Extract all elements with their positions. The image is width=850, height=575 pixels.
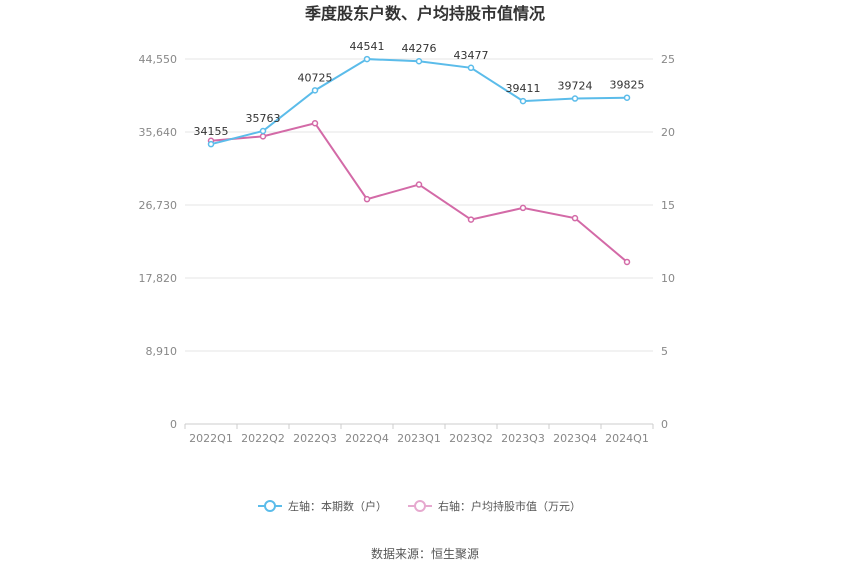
legend-item-market-value[interactable]: 右轴：户均持股市值（万元） — [408, 499, 581, 513]
data-point[interactable] — [207, 140, 215, 148]
x-tick-label: 2022Q2 — [241, 432, 285, 445]
data-label: 39825 — [610, 79, 645, 92]
right-tick-label: 15 — [661, 199, 675, 212]
x-tick-label: 2023Q3 — [501, 432, 545, 445]
data-point[interactable] — [519, 204, 527, 212]
right-axis-ticks: 0 5 10 15 20 25 — [661, 53, 675, 431]
x-tick-label: 2023Q4 — [553, 432, 597, 445]
legend-label-households: 左轴：本期数（户） — [288, 499, 387, 513]
left-tick-label: 35,640 — [139, 126, 178, 139]
legend[interactable]: 左轴：本期数（户） 右轴：户均持股市值（万元） — [258, 499, 581, 513]
right-tick-label: 10 — [661, 272, 675, 285]
series-line-market-value — [210, 122, 628, 263]
data-point[interactable] — [311, 119, 319, 127]
left-tick-label: 8,910 — [146, 345, 178, 358]
data-point[interactable] — [363, 195, 371, 203]
data-label: 34155 — [194, 125, 229, 138]
series-layer — [207, 55, 631, 266]
x-tick-label: 2022Q3 — [293, 432, 337, 445]
x-axis-ticks: 2022Q1 2022Q2 2022Q3 2022Q4 2023Q1 2023Q2 2023… — [184, 424, 654, 445]
data-label: 44276 — [402, 42, 437, 55]
data-point[interactable] — [415, 57, 423, 65]
data-point[interactable] — [467, 216, 475, 223]
legend-marker-market-value — [414, 500, 426, 512]
series-line-households — [210, 58, 628, 146]
data-labels: 34155 35763 40725 44541 44276 43477 39411 39724… — [194, 40, 645, 138]
data-point[interactable] — [259, 127, 267, 135]
data-label: 44541 — [350, 40, 385, 53]
x-tick-label: 2023Q1 — [397, 432, 441, 445]
data-point[interactable] — [259, 133, 267, 140]
data-label: 40725 — [298, 71, 333, 84]
x-tick-label: 2024Q1 — [605, 432, 649, 445]
data-point[interactable] — [623, 94, 631, 101]
right-tick-label: 20 — [661, 126, 675, 139]
data-point[interactable] — [311, 87, 319, 94]
x-tick-label: 2022Q4 — [345, 432, 389, 445]
data-point[interactable] — [623, 258, 631, 266]
left-tick-label: 17,820 — [139, 272, 178, 285]
data-point[interactable] — [415, 181, 423, 188]
legend-label-market-value: 右轴：户均持股市值（万元） — [438, 499, 581, 513]
right-tick-label: 0 — [661, 418, 668, 431]
legend-item-households[interactable]: 左轴：本期数（户） — [258, 499, 387, 513]
data-label: 39411 — [506, 82, 541, 95]
data-point[interactable] — [467, 64, 475, 72]
left-axis-ticks: 0 8,910 17,820 26,730 35,640 44,550 — [139, 53, 178, 431]
data-point[interactable] — [519, 97, 527, 105]
data-point[interactable] — [571, 95, 579, 102]
chart-title: 季度股东户数、户均持股市值情况 — [304, 4, 545, 23]
data-label: 39724 — [558, 80, 593, 93]
right-tick-label: 5 — [661, 345, 668, 358]
left-tick-label: 26,730 — [139, 199, 178, 212]
data-point[interactable] — [363, 55, 371, 63]
data-point[interactable] — [571, 214, 579, 222]
left-tick-label: 44,550 — [139, 53, 178, 66]
legend-marker-households — [264, 500, 276, 512]
x-tick-label: 2023Q2 — [449, 432, 493, 445]
right-tick-label: 25 — [661, 53, 675, 66]
source-note: 数据来源：恒生聚源 — [371, 546, 479, 561]
left-tick-label: 0 — [170, 418, 177, 431]
x-tick-label: 2022Q1 — [189, 432, 233, 445]
data-label: 35763 — [246, 112, 281, 125]
data-label: 43477 — [454, 49, 489, 62]
